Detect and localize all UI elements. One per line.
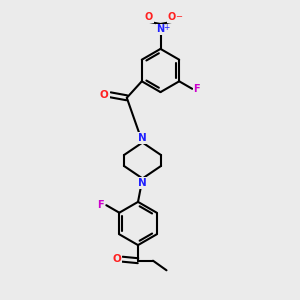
Text: −: − xyxy=(175,12,182,21)
Text: O: O xyxy=(100,90,109,100)
Text: N: N xyxy=(138,178,147,188)
Text: F: F xyxy=(194,84,200,94)
Text: O: O xyxy=(145,12,153,22)
Text: O: O xyxy=(112,254,121,264)
Text: O: O xyxy=(168,12,176,22)
Text: N: N xyxy=(156,24,165,34)
Text: F: F xyxy=(97,200,104,210)
Text: N: N xyxy=(138,133,147,143)
Text: +: + xyxy=(163,22,169,32)
